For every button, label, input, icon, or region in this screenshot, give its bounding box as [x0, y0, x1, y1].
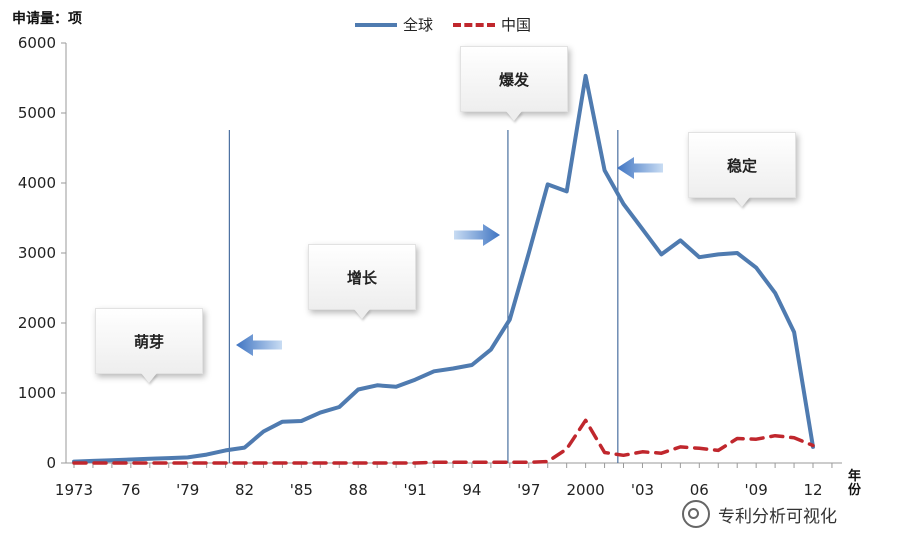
- callout-burst: 爆发: [460, 46, 568, 112]
- arrow-right-icon: [454, 224, 500, 246]
- x-tick-label: '79: [176, 481, 199, 499]
- series-line-china: [72, 418, 815, 465]
- x-tick-label: '91: [403, 481, 426, 499]
- legend-item-global: 全球: [355, 14, 433, 35]
- phase-lines: [228, 130, 619, 463]
- arrow-left-icon: [236, 334, 282, 356]
- y-axis-label: 申请量：项: [12, 11, 82, 27]
- x-tick-label: '97: [517, 481, 540, 499]
- legend-swatch-global: [355, 22, 397, 27]
- series-group: [72, 73, 815, 465]
- x-tick-label: 12: [803, 481, 822, 499]
- callout-growth: 增长: [308, 244, 416, 310]
- x-tick-label: '09: [745, 481, 768, 499]
- x-tick-label: 06: [690, 481, 709, 499]
- y-tick-label: 2000: [18, 314, 56, 332]
- y-tick-label: 5000: [18, 104, 56, 122]
- phase-arrows: [236, 157, 663, 356]
- arrow-left-icon: [617, 157, 663, 179]
- watermark-text: 专利分析可视化: [718, 506, 837, 527]
- y-tick-label: 4000: [18, 174, 56, 192]
- x-tick-label: '03: [631, 481, 654, 499]
- y-tick-label: 1000: [18, 384, 56, 402]
- x-tick-label: 76: [121, 481, 140, 499]
- x-axis-unit: 年份: [848, 469, 862, 498]
- y-tick-label: 3000: [18, 244, 56, 262]
- y-tick-label: 0: [46, 454, 56, 472]
- legend-item-china: 中国: [453, 14, 531, 35]
- x-tick-label: 88: [349, 481, 368, 499]
- series-line-global: [72, 73, 815, 464]
- y-tick-label: 6000: [18, 34, 56, 52]
- axes: 0 1000 2000 3000 4000 5000 6000 1973 76 '79 82 '85 8…: [18, 34, 842, 499]
- x-tick-label: 82: [235, 481, 254, 499]
- x-tick-label: 1973: [55, 481, 93, 499]
- watermark: 专利分析可视化: [682, 500, 837, 528]
- callout-sprout: 萌芽: [95, 308, 203, 374]
- legend-label-global: 全球: [403, 16, 434, 34]
- x-tick-label: 94: [462, 481, 481, 499]
- legend-label-china: 中国: [501, 16, 532, 34]
- x-tick-label: '85: [290, 481, 313, 499]
- x-tick-label: 2000: [567, 481, 605, 499]
- legend-swatch-china: [453, 22, 496, 27]
- legend: 全球 中国: [355, 14, 551, 35]
- wechat-logo-icon: [682, 500, 710, 528]
- callout-stable: 稳定: [688, 132, 796, 198]
